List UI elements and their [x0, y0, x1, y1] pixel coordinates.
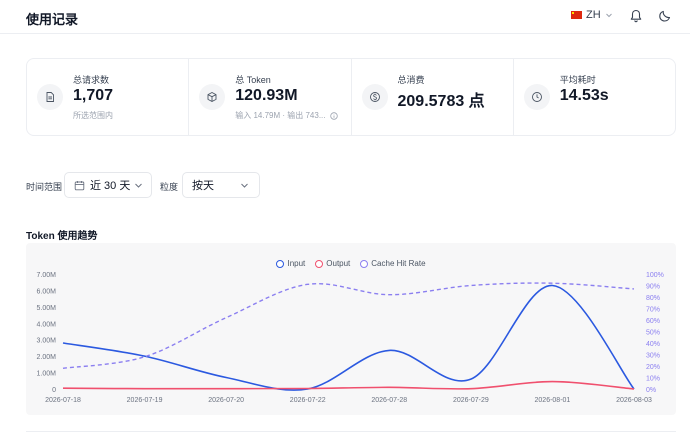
legend-label: Input [287, 259, 306, 268]
y-left-tick-label: 3.00M [37, 338, 57, 345]
chevron-down-icon [241, 183, 248, 188]
x-tick-label: 2026-07-18 [45, 397, 81, 404]
x-tick-label: 2026-07-28 [371, 397, 407, 404]
chevron-down-icon [605, 13, 612, 18]
bell-icon[interactable] [629, 9, 643, 23]
legend-marker [276, 259, 285, 268]
series-line-output [62, 380, 635, 390]
y-right-tick-label: 70% [646, 307, 660, 314]
stat-label: 平均耗时 [559, 75, 596, 85]
granularity-select[interactable]: 按天 [182, 172, 260, 198]
y-left-tick-label: 0 [52, 387, 56, 394]
x-tick-label: 2026-07-29 [453, 397, 489, 404]
moon-icon[interactable] [658, 9, 672, 23]
chart-title: Token 使用趋势 [26, 231, 98, 242]
language-label: ZH [586, 9, 601, 21]
calendar-icon [74, 180, 85, 190]
x-tick-label: 2026-08-01 [535, 397, 571, 404]
granularity-label: 粒度 [160, 182, 179, 192]
y-right-tick-label: 80% [646, 295, 660, 302]
y-right-tick-label: 60% [646, 318, 660, 325]
china-flag-icon [571, 11, 582, 19]
stat-value: 209.5783 点 [397, 93, 485, 110]
y-left-tick-label: 4.00M [37, 321, 57, 328]
legend-marker [315, 259, 324, 268]
stat-value: 1,707 [73, 87, 114, 104]
stat-value: 14.53s [559, 87, 609, 104]
stat-total-cost: 总消费 209.5783 点 [352, 59, 514, 135]
y-right-tick-label: 40% [646, 341, 660, 348]
y-right-tick-label: 10% [646, 376, 660, 383]
y-right-tick-label: 20% [646, 364, 660, 371]
chart-legend: Input Output Cache Hit Rate [26, 259, 676, 268]
stat-sub: 所选范围内 [73, 111, 113, 120]
token-trend-chart: 0 1.00M 2.00M 3.00M 4.00M 5.00M 6.00M 7.00M 0% 10… [26, 243, 676, 415]
time-range-label: 时间范围 [26, 182, 63, 192]
chevron-down-icon [135, 183, 142, 188]
legend-marker [360, 259, 369, 268]
y-left-tick-label: 5.00M [37, 305, 57, 312]
stat-avg-latency: 平均耗时 14.53s [514, 59, 675, 135]
time-range-value: 近 30 天 [90, 180, 131, 192]
stat-label: 总请求数 [73, 75, 110, 85]
y-right-tick-label: 0% [646, 387, 656, 394]
legend-item[interactable]: Input [276, 259, 305, 268]
x-tick-label: 2026-07-19 [127, 397, 163, 404]
stat-sub: 输入 14.79M · 输出 743... [235, 111, 326, 120]
y-left-tick-label: 2.00M [37, 354, 57, 361]
language-switcher[interactable]: ZH [571, 9, 613, 21]
y-right-tick-label: 30% [646, 353, 660, 360]
series-line-input [62, 284, 635, 391]
stat-total-token: 总 Token 120.93M 输入 14.79M · 输出 743... [189, 59, 352, 135]
stat-sub-row: 输入 14.79M · 输出 743... [235, 110, 338, 121]
legend-item[interactable]: Cache Hit Rate [360, 259, 426, 268]
clock-icon [523, 84, 550, 110]
y-right-tick-label: 100% [646, 272, 664, 279]
y-right-tick-label: 90% [646, 284, 660, 291]
legend-label: Output [326, 259, 351, 268]
legend-item[interactable]: Output [315, 259, 350, 268]
series-line-cache-hit-rate [62, 282, 635, 369]
filter-bar: 时间范围 近 30 天 粒度 按天 [26, 172, 326, 198]
top-bar: 使用记录 ZH [0, 0, 690, 34]
x-tick-label: 2026-07-20 [208, 397, 244, 404]
divider [26, 431, 676, 432]
x-tick-label: 2026-08-03 [616, 397, 652, 404]
stats-panel: 总请求数 1,707 所选范围内 总 Token 120.93M 输入 14.7… [26, 58, 676, 136]
x-tick-label: 2026-07-22 [290, 397, 326, 404]
stat-label: 总 Token [235, 75, 271, 85]
coin-icon [361, 84, 388, 110]
y-left-tick-label: 6.00M [37, 288, 57, 295]
time-range-select[interactable]: 近 30 天 [64, 172, 152, 198]
legend-label: Cache Hit Rate [371, 259, 426, 268]
y-left-tick-label: 1.00M [37, 371, 57, 378]
info-icon[interactable] [329, 111, 338, 120]
stat-total-requests: 总请求数 1,707 所选范围内 [27, 59, 190, 135]
document-icon [37, 84, 63, 110]
chart-canvas: 0 1.00M 2.00M 3.00M 4.00M 5.00M 6.00M 7.00M 0% 10… [37, 272, 664, 404]
stat-value: 120.93M [235, 87, 298, 104]
granularity-value: 按天 [192, 180, 214, 192]
cube-icon [199, 84, 226, 110]
stat-label: 总消费 [397, 75, 425, 85]
y-right-tick-label: 50% [646, 330, 660, 337]
y-left-tick-label: 7.00M [37, 272, 57, 279]
page-title: 使用记录 [26, 12, 79, 27]
